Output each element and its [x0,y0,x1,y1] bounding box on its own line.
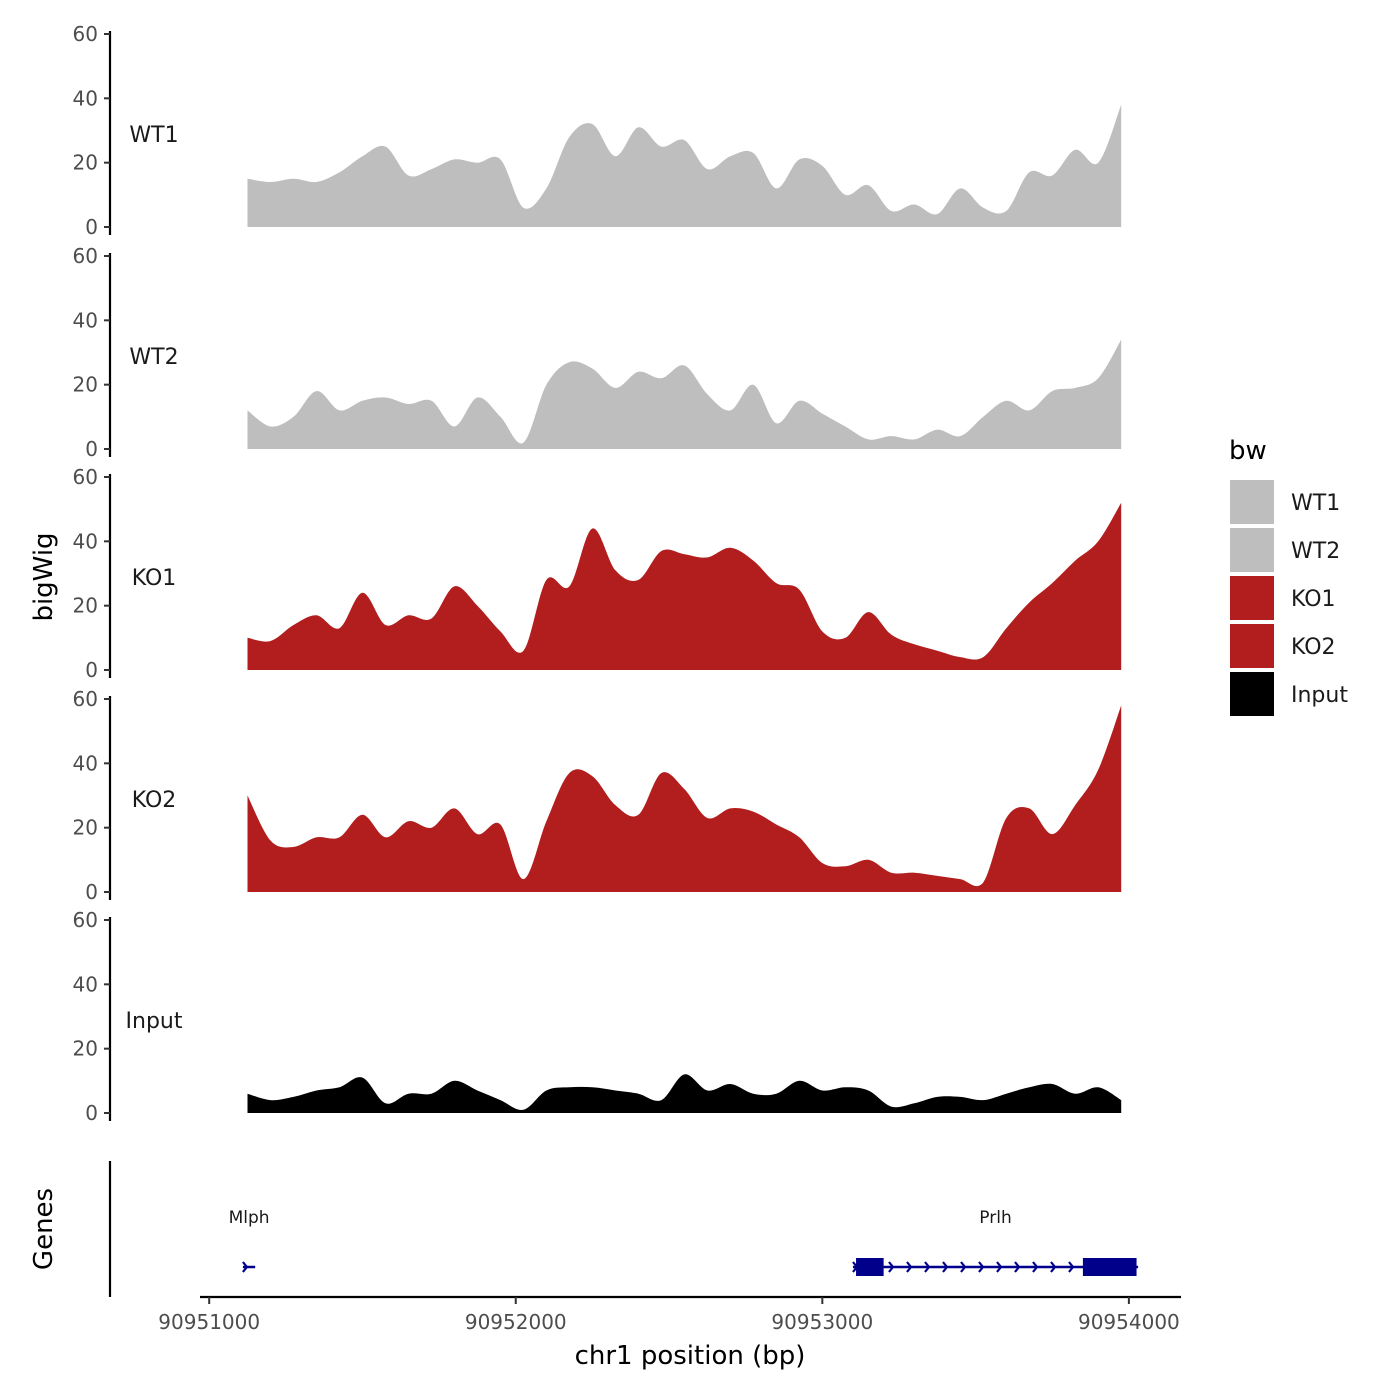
track-ko1: 0 20 40 60 KO1 [73,465,1122,682]
y-tick-label: 0 [85,215,98,239]
strand-arrow [1050,1261,1057,1273]
strand-arrow [924,1261,931,1273]
legend-key-wt1 [1230,480,1274,524]
y-tick-label: 60 [73,465,98,489]
area-wt1 [247,104,1122,227]
strand-arrow [1014,1261,1021,1273]
track-label: KO2 [132,788,177,813]
y-tick-label: 40 [73,972,98,996]
legend-label-ko1: KO1 [1291,587,1336,612]
legend-label-wt2: WT2 [1291,539,1340,564]
gene-exon [856,1258,884,1276]
gene-prlh: Prlh [852,1208,1139,1276]
y-tick-label: 40 [73,86,98,110]
x-tick-label: 90953000 [771,1310,873,1334]
x-tick-label: 90952000 [465,1310,567,1334]
gene-label: Prlh [979,1208,1011,1228]
y-tick-label: 40 [73,308,98,332]
track-label: KO1 [132,566,177,591]
y-tick-label: 20 [73,373,98,397]
x-axis-title: chr1 position (bp) [575,1341,806,1371]
track-label: WT2 [129,345,178,370]
y-tick-label: 40 [73,751,98,775]
strand-arrow [906,1261,913,1273]
track-input: 0 20 40 60 Input [73,908,1122,1125]
track-label: WT1 [129,123,178,148]
y-axis-title: bigWig [29,532,59,621]
legend-key-input [1230,672,1274,716]
legend: bw WT1 WT2 KO1 KO2 Input [1229,436,1348,716]
legend-label-wt1: WT1 [1291,491,1340,516]
strand-arrow [1032,1261,1039,1273]
x-tick-label: 90951000 [158,1310,260,1334]
x-tick-label: 90954000 [1078,1310,1180,1334]
y-tick-label: 20 [73,594,98,618]
strand-arrow [978,1261,985,1273]
y-tick-label: 60 [73,244,98,268]
y-tick-label: 0 [85,437,98,461]
track-wt1: 0 20 40 60 WT1 [73,22,1122,239]
strand-arrow [942,1261,949,1273]
gene-mlph: Mlph [229,1208,270,1273]
strand-arrow [888,1261,895,1273]
y-tick-label: 40 [73,529,98,553]
area-ko2 [247,705,1122,892]
strand-arrow [1068,1261,1075,1273]
y-tick-label: 20 [73,816,98,840]
strand-arrow [996,1261,1003,1273]
track-wt2: 0 20 40 60 WT2 [73,244,1122,461]
legend-title: bw [1229,436,1267,466]
y-tick-label: 60 [73,22,98,46]
gene-label: Mlph [229,1208,270,1228]
legend-label-input: Input [1291,683,1348,708]
strand-arrow [242,1261,249,1273]
area-ko1 [247,502,1122,670]
x-axis: 90951000 90952000 90953000 90954000 [158,1295,1181,1334]
legend-key-wt2 [1230,528,1274,572]
y-tick-label: 0 [85,658,98,682]
y-tick-label: 60 [73,687,98,711]
y-tick-label: 20 [73,1037,98,1061]
genes-axis-title: Genes [29,1188,59,1270]
track-ko2: 0 20 40 60 KO2 [73,687,1122,904]
area-wt2 [247,339,1122,449]
gene-exon [1082,1258,1137,1276]
coverage-tracks: 0 20 40 60 WT1 0 20 40 60 WT2 0 20 40 60 KO1 0 20 40 60 KO2… [73,22,1122,1125]
legend-label-ko2: KO2 [1291,635,1336,660]
track-label: Input [126,1009,183,1034]
strand-arrow [960,1261,967,1273]
y-tick-label: 0 [85,1101,98,1125]
y-tick-label: 60 [73,908,98,932]
area-input [247,1074,1122,1113]
gene-panel: Mlph Prlh [108,1161,1139,1297]
y-tick-label: 0 [85,880,98,904]
legend-key-ko1 [1230,576,1274,620]
y-tick-label: 20 [73,151,98,175]
legend-key-ko2 [1230,624,1274,668]
